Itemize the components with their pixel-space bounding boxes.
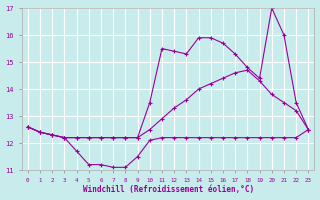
- X-axis label: Windchill (Refroidissement éolien,°C): Windchill (Refroidissement éolien,°C): [83, 185, 254, 194]
